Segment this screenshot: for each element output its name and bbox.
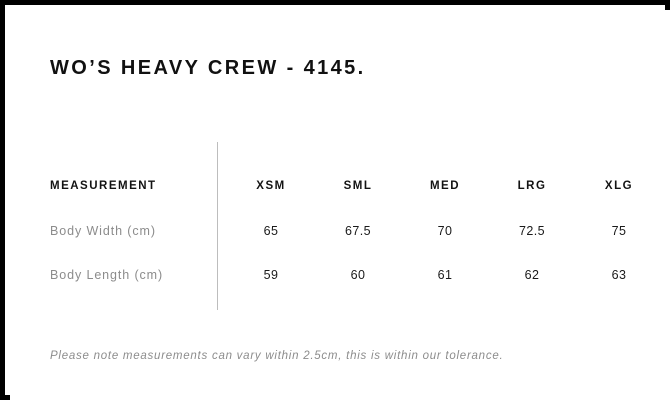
cell-body-width-sml: 67.5 <box>345 224 371 238</box>
cell-body-width-lrg: 72.5 <box>519 224 545 238</box>
page-title: WO’S HEAVY CREW - 4145. <box>50 57 366 79</box>
cell-body-length-lrg: 62 <box>524 268 540 282</box>
cell-body-width-xsm: 65 <box>263 224 279 238</box>
size-chart-table: MEASUREMENT XSM SML MED LRG XLG Body Wid… <box>10 10 670 400</box>
column-header-measurement: MEASUREMENT <box>50 180 157 192</box>
column-header-sml: SML <box>343 180 373 192</box>
cell-body-width-med: 70 <box>437 224 453 238</box>
cell-body-width-xlg: 75 <box>611 224 627 238</box>
table-row: Body Width (cm) 65 67.5 70 72.5 75 <box>10 221 670 241</box>
column-header-xlg: XLG <box>604 180 634 192</box>
column-header-xsm: XSM <box>256 180 286 192</box>
cell-body-length-sml: 60 <box>350 268 366 282</box>
size-chart-sheet: WO’S HEAVY CREW - 4145. MEASUREMENT XSM … <box>10 10 670 400</box>
column-header-lrg: LRG <box>517 180 547 192</box>
tolerance-footnote: Please note measurements can vary within… <box>50 350 504 362</box>
table-row: Body Length (cm) 59 60 61 62 63 <box>10 265 670 285</box>
column-divider <box>217 142 218 310</box>
cell-body-length-xsm: 59 <box>263 268 279 282</box>
cell-body-length-med: 61 <box>437 268 453 282</box>
table-header-row: MEASUREMENT XSM SML MED LRG XLG <box>10 176 670 196</box>
cell-body-length-xlg: 63 <box>611 268 627 282</box>
row-label-body-width: Body Width (cm) <box>50 224 156 238</box>
column-header-med: MED <box>429 180 461 192</box>
row-label-body-length: Body Length (cm) <box>50 268 164 282</box>
